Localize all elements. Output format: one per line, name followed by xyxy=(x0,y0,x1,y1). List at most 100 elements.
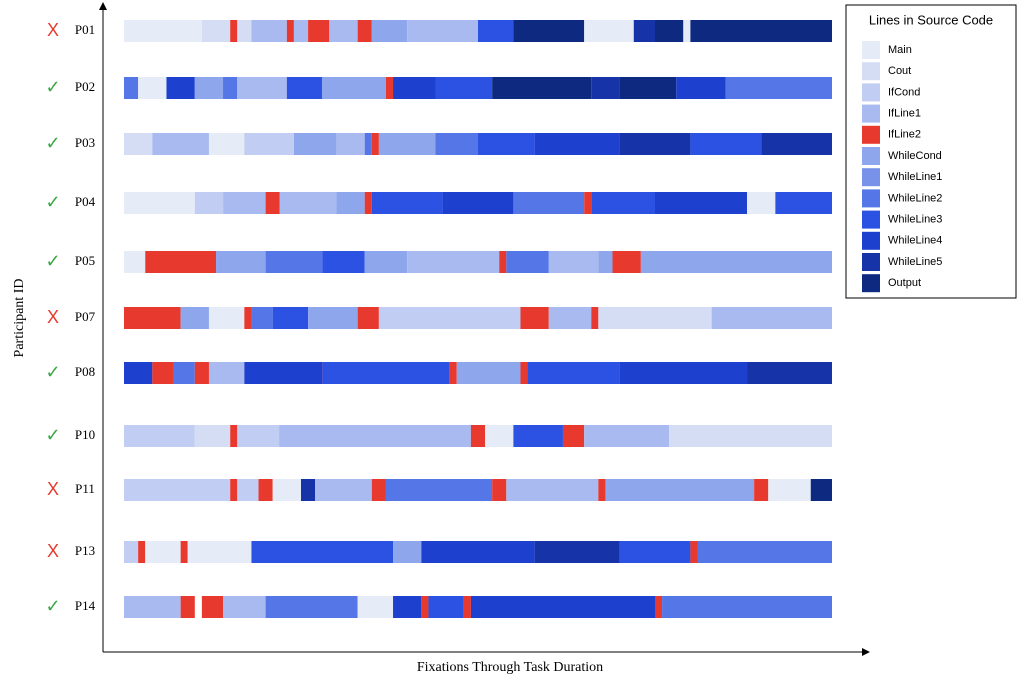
fixation-segment xyxy=(463,596,471,618)
result-mark: ✓ xyxy=(45,133,60,153)
fixation-segment xyxy=(393,77,436,99)
fixation-segment xyxy=(357,20,372,42)
fixation-segment xyxy=(357,596,394,618)
legend-swatch xyxy=(862,104,880,123)
fixation-segment xyxy=(584,20,634,42)
legend-swatch xyxy=(862,62,880,81)
fixation-segment xyxy=(499,251,507,273)
legend-label: Main xyxy=(888,44,912,56)
result-mark: ✓ xyxy=(45,425,60,445)
fixation-segment xyxy=(435,77,493,99)
fixation-segment xyxy=(124,133,153,155)
fixation-segment xyxy=(492,77,592,99)
participant-label: P07 xyxy=(75,309,96,324)
fixation-segment xyxy=(279,192,337,214)
fixation-segment xyxy=(584,425,670,447)
fixation-segment xyxy=(364,251,408,273)
fixation-segment xyxy=(272,307,309,329)
fixation-segment xyxy=(308,20,330,42)
fixation-segment xyxy=(124,192,195,214)
fixation-segment xyxy=(711,307,832,329)
legend-swatch xyxy=(862,210,880,229)
fixation-segment xyxy=(138,541,146,563)
fixation-segment xyxy=(690,541,698,563)
fixation-segment xyxy=(364,133,372,155)
fixation-segment xyxy=(605,479,755,501)
participant-label: P05 xyxy=(75,253,95,268)
result-mark: ✓ xyxy=(45,251,60,271)
fixation-segment xyxy=(598,479,606,501)
fixation-segment xyxy=(591,77,620,99)
result-mark: ✓ xyxy=(45,362,60,382)
legend-label: WhileLine1 xyxy=(888,171,942,183)
fixation-segment xyxy=(676,77,726,99)
fixation-segment xyxy=(754,479,769,501)
fixation-segment xyxy=(301,479,316,501)
x-axis-label: Fixations Through Task Duration xyxy=(417,660,603,675)
legend-label: Output xyxy=(888,277,921,289)
fixation-segment xyxy=(223,192,266,214)
fixation-segment xyxy=(690,20,832,42)
legend-swatch xyxy=(862,189,880,208)
fixation-segment xyxy=(449,362,457,384)
fixation-segment xyxy=(385,77,394,99)
fixation-segment xyxy=(655,20,684,42)
fixation-segment xyxy=(216,251,266,273)
fixation-segment xyxy=(124,20,202,42)
legend-swatch xyxy=(862,253,880,271)
fixation-segment xyxy=(591,192,655,214)
legend-swatch xyxy=(862,147,880,165)
fixation-segment xyxy=(768,479,811,501)
fixation-segment xyxy=(194,362,209,384)
fixation-segment xyxy=(378,307,521,329)
fixation-segment xyxy=(364,192,372,214)
fixation-segment xyxy=(633,20,655,42)
fixation-segment xyxy=(201,596,224,618)
fixation-segment xyxy=(124,596,181,618)
fixation-segment xyxy=(506,251,549,273)
fixation-segment xyxy=(265,596,358,618)
fixation-segment xyxy=(470,596,655,618)
fixation-segment xyxy=(428,596,464,618)
participant-label: P14 xyxy=(75,598,96,613)
fixation-segment xyxy=(690,133,762,155)
legend-label: WhileLine4 xyxy=(888,235,942,247)
fixation-segment xyxy=(725,77,832,99)
fixation-segment xyxy=(223,596,266,618)
result-mark: X xyxy=(47,20,59,40)
participant-label: P13 xyxy=(75,543,95,558)
fixation-segment xyxy=(371,479,386,501)
fixation-segment xyxy=(286,77,323,99)
legend-swatch xyxy=(862,168,880,187)
fixation-segment xyxy=(138,77,167,99)
fixation-segment xyxy=(237,479,259,501)
fixation-segment xyxy=(470,425,486,447)
fixation-segment xyxy=(208,133,245,155)
fixation-segment xyxy=(747,192,776,214)
participant-label: P11 xyxy=(75,481,95,496)
fixation-segment xyxy=(208,362,245,384)
fixation-segment xyxy=(527,362,620,384)
fixation-segment xyxy=(265,192,280,214)
fixation-segment xyxy=(173,362,195,384)
fixation-segment xyxy=(584,192,592,214)
fixation-segment xyxy=(478,20,514,42)
fixation-segment xyxy=(293,20,309,42)
fixation-segment xyxy=(513,20,585,42)
fixation-segment xyxy=(230,425,238,447)
legend-label: IfLine1 xyxy=(888,108,921,120)
fixation-segment xyxy=(407,251,500,273)
fixation-segment xyxy=(655,192,748,214)
fixation-segment xyxy=(562,425,585,447)
fixation-segment xyxy=(598,307,712,329)
fixation-segment xyxy=(124,77,139,99)
fixation-segment xyxy=(513,192,585,214)
fixation-segment xyxy=(683,20,691,42)
fixation-segment xyxy=(371,192,443,214)
fixation-segment xyxy=(655,596,663,618)
result-mark: X xyxy=(47,307,59,327)
fixation-segment xyxy=(371,20,408,42)
fixation-segment xyxy=(506,479,599,501)
fixation-segment xyxy=(194,425,231,447)
fixation-segment xyxy=(251,307,273,329)
